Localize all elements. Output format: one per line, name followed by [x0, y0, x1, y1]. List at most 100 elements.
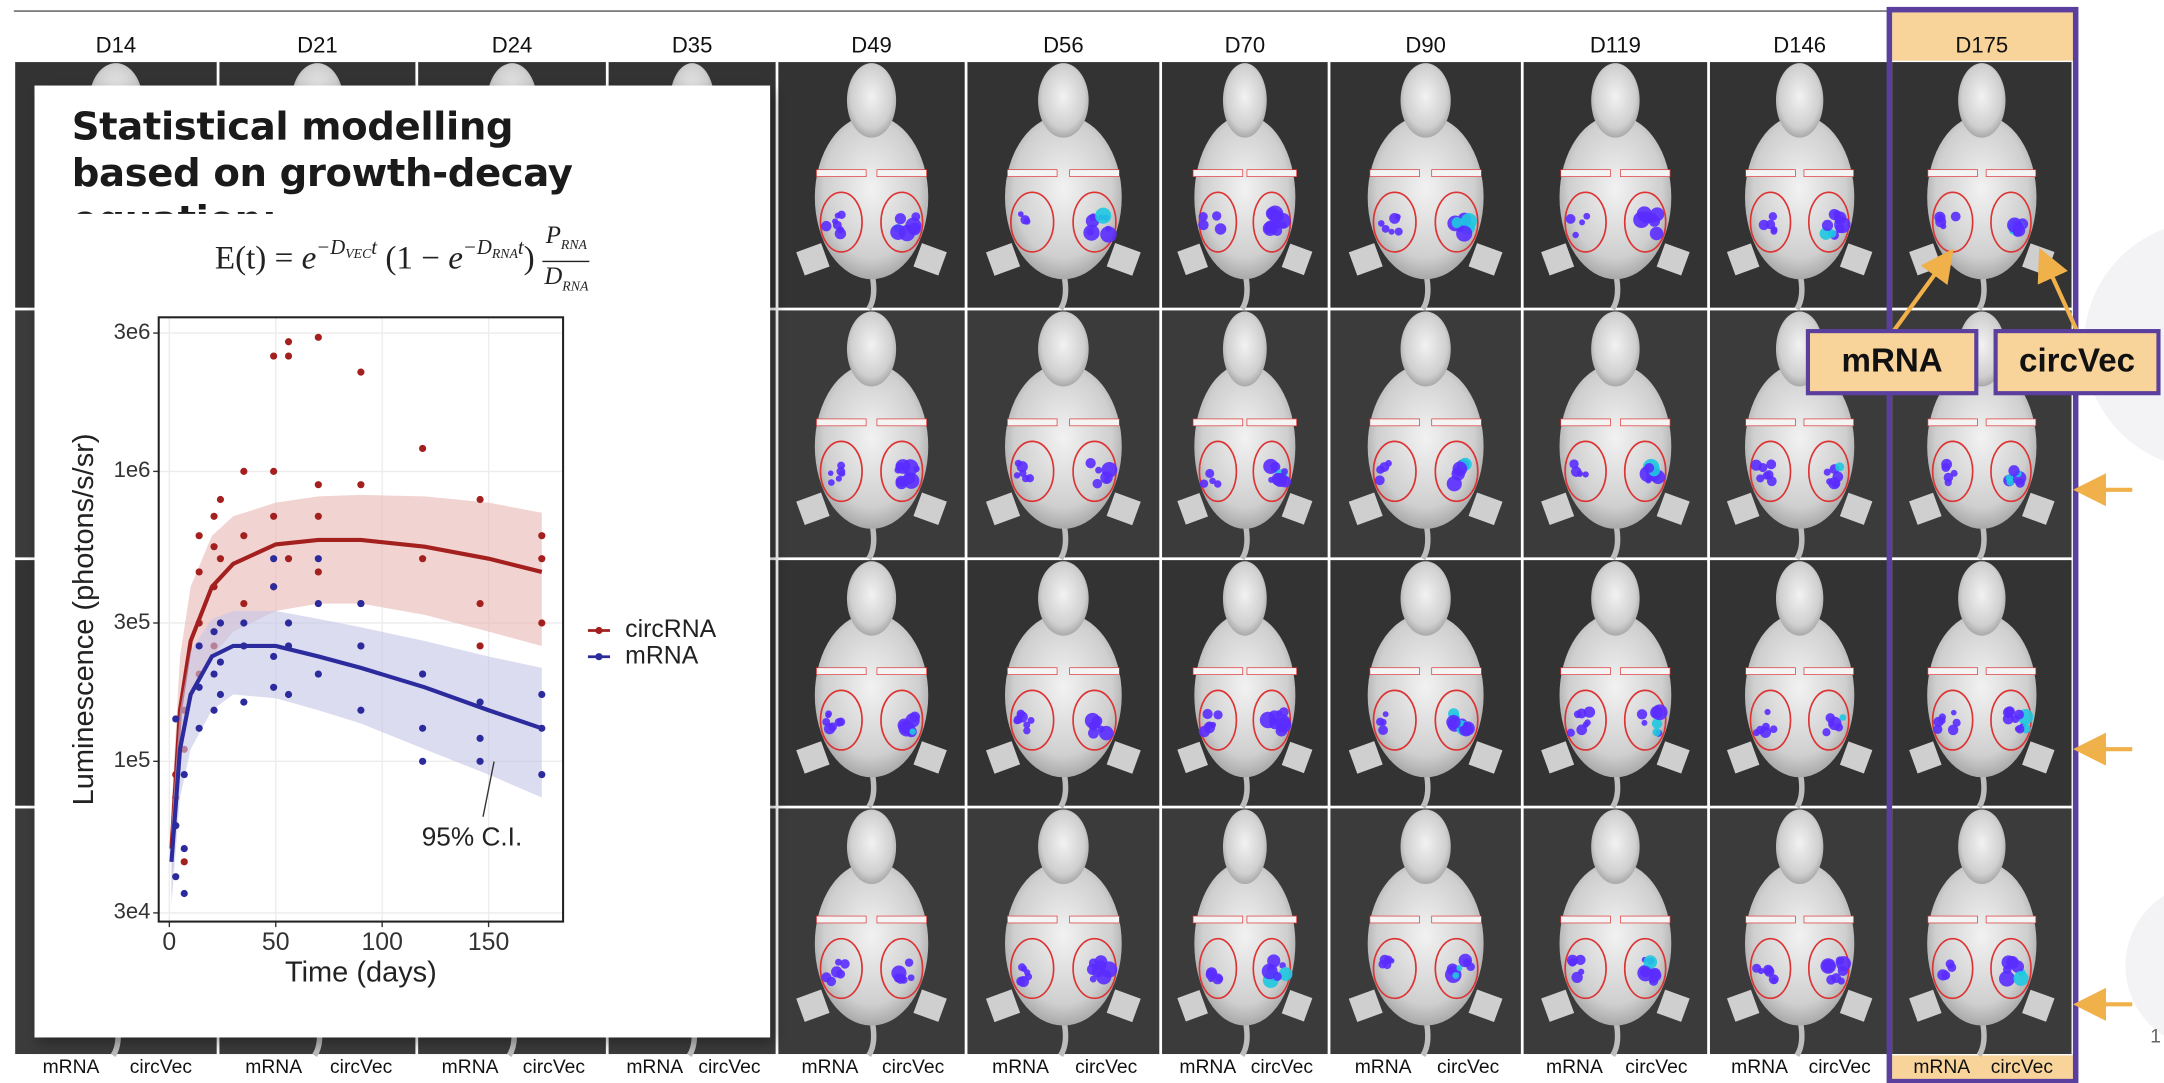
signal-blob	[1933, 725, 1942, 734]
lane-label: mRNA	[43, 1057, 100, 1078]
mouse-body	[815, 115, 928, 279]
signal-blob	[905, 958, 913, 966]
mouse-body	[1927, 115, 2036, 279]
mouse-head	[1958, 561, 2005, 635]
signal-blob	[1824, 469, 1831, 476]
roi-label	[1561, 916, 1611, 923]
x-tick-label: 50	[262, 929, 290, 956]
roi-label	[1746, 170, 1796, 177]
column-header: D24	[492, 33, 532, 58]
signal-blob	[1640, 211, 1652, 223]
roi-label	[1193, 419, 1243, 426]
roi-label	[1986, 668, 2036, 675]
roi-label	[1070, 668, 1120, 675]
roi-label	[877, 916, 927, 923]
signal-blob	[2016, 725, 2025, 734]
signal-blob	[1577, 471, 1583, 477]
mouse-body	[1368, 115, 1484, 279]
signal-blob	[1389, 213, 1400, 224]
signal-blob	[1762, 723, 1770, 731]
data-point	[357, 481, 364, 488]
signal-blob	[1649, 975, 1657, 983]
signal-blob	[1378, 960, 1387, 969]
mouse-body	[815, 862, 928, 1026]
data-point	[357, 642, 364, 649]
signal-blob	[1198, 220, 1208, 230]
signal-blob	[1826, 713, 1836, 723]
data-point	[419, 445, 426, 452]
data-point	[538, 532, 545, 539]
signal-blob	[1833, 210, 1841, 218]
data-point	[210, 670, 217, 677]
signal-blob	[1018, 963, 1026, 971]
signal-blob	[1584, 719, 1591, 726]
lane-label: mRNA	[1913, 1057, 1970, 1078]
signal-blob	[1822, 728, 1830, 736]
signal-blob	[1771, 978, 1777, 984]
y-tick-label: 3e4	[114, 899, 151, 924]
mouse-head	[1958, 810, 2005, 884]
signal-blob	[1640, 966, 1651, 977]
lane-label: mRNA	[802, 1057, 859, 1078]
mouse-body	[1560, 364, 1672, 529]
signal-blob	[1216, 975, 1223, 982]
signal-blob	[2014, 710, 2024, 720]
data-point	[476, 642, 483, 649]
callout-label: mRNA	[1842, 343, 1943, 380]
mouse-body	[1005, 862, 1122, 1026]
chart-title: Statistical modelling based on growth-de…	[72, 103, 624, 213]
signal-blob	[839, 470, 845, 476]
signal-blob	[825, 710, 832, 717]
mouse-body	[1560, 115, 1672, 279]
data-point	[285, 619, 292, 626]
signal-blob	[1092, 479, 1102, 489]
signal-blob	[821, 221, 831, 231]
roi-label	[1247, 170, 1297, 177]
mouse-body	[1560, 862, 1672, 1026]
equation-term: e	[448, 241, 463, 277]
roi-label	[1432, 916, 1482, 923]
signal-blob	[1578, 969, 1584, 975]
signal-blob	[1205, 469, 1214, 478]
roi-label	[1804, 170, 1854, 177]
mouse-head	[1038, 312, 1089, 387]
signal-blob	[827, 977, 836, 986]
data-point	[538, 619, 545, 626]
signal-blob	[2014, 225, 2020, 231]
lane-label: mRNA	[442, 1057, 499, 1078]
signal-blob	[1637, 709, 1647, 719]
signal-blob	[1567, 729, 1575, 737]
signal-blob	[1102, 462, 1118, 478]
fraction-denominator: DRNA	[543, 262, 590, 301]
roi-label	[816, 916, 866, 923]
data-point	[196, 568, 203, 575]
signal-blob	[910, 712, 921, 723]
roi-label	[1370, 170, 1420, 177]
signal-blob	[1939, 713, 1946, 720]
signal-blob	[1572, 232, 1578, 238]
signal-blob	[1826, 975, 1836, 985]
data-point	[285, 555, 292, 562]
data-point	[419, 670, 426, 677]
data-point	[270, 684, 277, 691]
data-point	[217, 555, 224, 562]
data-point	[217, 658, 224, 665]
data-point	[315, 481, 322, 488]
signal-blob	[2005, 706, 2015, 716]
mouse-body	[815, 364, 928, 529]
data-point	[210, 513, 217, 520]
signal-blob	[1566, 214, 1576, 224]
data-point	[181, 845, 188, 852]
data-point	[270, 513, 277, 520]
signal-blob	[1213, 710, 1222, 719]
data-point	[240, 699, 247, 706]
mouse-body	[1745, 115, 1854, 279]
roi-label	[1561, 170, 1611, 177]
signal-blob	[828, 470, 834, 476]
signal-blob	[909, 728, 915, 734]
data-point	[240, 600, 247, 607]
roi-label	[1247, 668, 1297, 675]
column-header: D90	[1405, 33, 1445, 58]
signal-blob	[1199, 726, 1210, 737]
signal-blob	[835, 213, 841, 219]
